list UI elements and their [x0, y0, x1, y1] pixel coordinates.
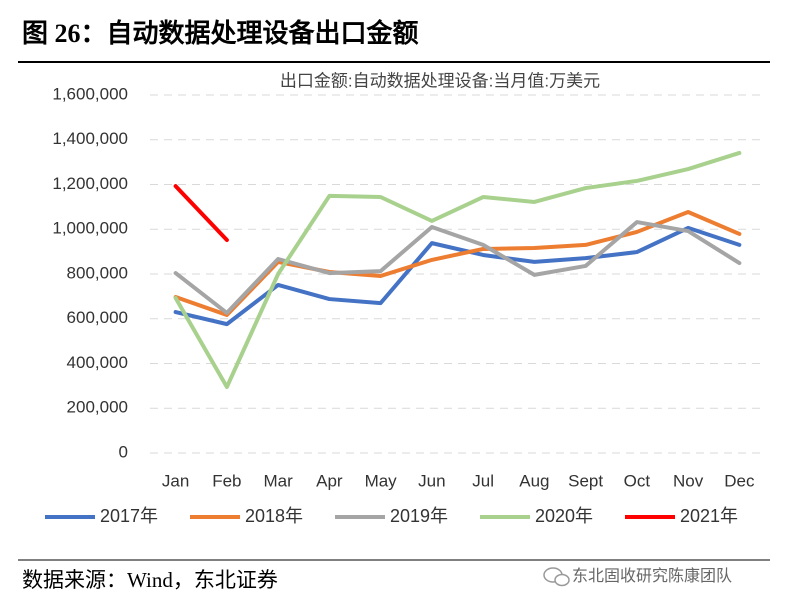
x-tick-label: Nov [673, 471, 704, 490]
y-tick-label: 1,400,000 [52, 129, 128, 148]
legend-label: 2017年 [100, 506, 158, 526]
x-tick-label: Apr [316, 471, 343, 490]
series-line [173, 184, 229, 242]
x-tick-label: Sept [568, 471, 603, 490]
x-tick-label: Jun [418, 471, 445, 490]
x-tick-label: Dec [724, 471, 755, 490]
watermark-icon [543, 567, 570, 587]
chart-title: 出口金额:自动数据处理设备:当月值:万美元 [280, 71, 600, 90]
y-tick-label: 1,600,000 [52, 84, 128, 103]
source: 数据来源：Wind，东北证券 [22, 568, 278, 592]
y-tick-label: 800,000 [67, 263, 128, 282]
x-tick-label: Jul [472, 471, 494, 490]
series-line [173, 150, 742, 389]
series-line [173, 220, 742, 315]
y-tick-label: 1,200,000 [52, 174, 128, 193]
x-tick-label: Feb [212, 471, 241, 490]
legend-label: 2019年 [390, 506, 448, 526]
figure-title: 图 26：自动数据处理设备出口金额 [22, 18, 419, 48]
x-tick-label: Oct [624, 471, 651, 490]
legend-label: 2020年 [535, 506, 593, 526]
y-tick-label: 600,000 [67, 308, 128, 327]
y-tick-label: 200,000 [67, 398, 128, 417]
y-tick-label: 0 [119, 442, 128, 461]
x-tick-label: Jan [162, 471, 189, 490]
legend-label: 2021年 [680, 506, 738, 526]
watermark: 东北固收研究陈康团队 [572, 567, 732, 585]
x-tick-label: Aug [519, 471, 549, 490]
x-tick-label: May [365, 471, 398, 490]
y-tick-label: 400,000 [67, 353, 128, 372]
y-tick-label: 1,000,000 [52, 219, 128, 238]
legend-label: 2018年 [245, 506, 303, 526]
x-tick-label: Mar [263, 471, 293, 490]
